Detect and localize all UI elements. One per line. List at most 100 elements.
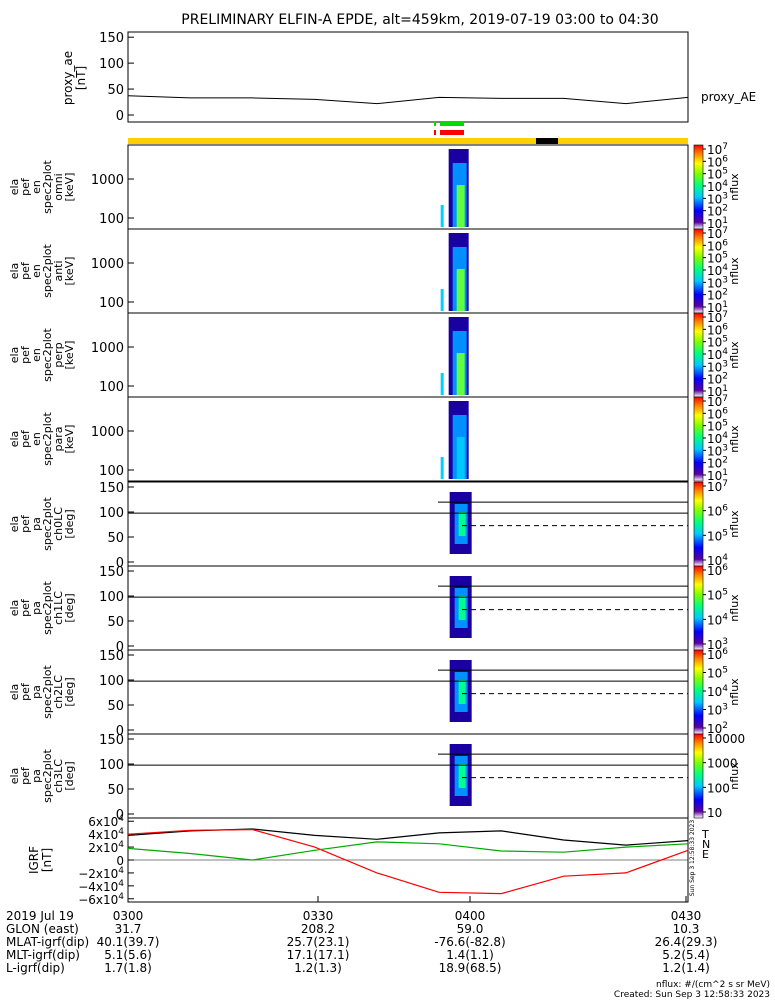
- colorbar-tick-label: 104: [707, 263, 728, 278]
- colorbar-tick-label: 106: [707, 647, 728, 662]
- spectro-tick-label: 100: [99, 212, 124, 227]
- spectro-tick-label: 1000: [91, 257, 124, 272]
- igrf-tick-label: −2x104: [78, 866, 124, 881]
- spectro-tick-label: 150: [99, 481, 124, 496]
- status-bar-black: [536, 138, 558, 144]
- burst-core: [458, 512, 466, 536]
- colorbar-tick-label: 107: [707, 142, 728, 157]
- colorbar-tick-label: 105: [707, 335, 728, 350]
- colorbar-tick-label: 102: [707, 288, 728, 303]
- igrf-legend-T: T: [701, 828, 709, 841]
- colorbar-tick-label: 104: [707, 179, 728, 194]
- colorbar-tick-label: 106: [707, 154, 728, 169]
- spectro-tick-label: 1000: [91, 425, 124, 440]
- spectro-tick-label: 100: [99, 296, 124, 311]
- colorbar-tick-label: 100: [707, 781, 730, 795]
- colorbar-tick-label: 106: [707, 504, 728, 519]
- igrf-line-N: [127, 828, 689, 895]
- footer-row-label: MLT-igrf(dip): [6, 948, 80, 962]
- proxy-ae-tick-label: 150: [99, 31, 124, 46]
- spectro-tick-label: 50: [107, 699, 124, 714]
- footer-value: 26.4(29.3): [655, 935, 718, 949]
- footer-row-label: MLAT-igrf(dip): [6, 935, 89, 949]
- footer-value: 208.2: [301, 922, 335, 936]
- colorbar: [693, 312, 704, 398]
- colorbar-tick-label: 101: [707, 384, 728, 399]
- colorbar-tick-label: 106: [707, 406, 728, 421]
- footer-value: 1.2(1.3): [294, 961, 342, 975]
- spectro-frame: [127, 396, 689, 482]
- proxy-ae-panel: 0 50 100 150 proxy_ae[nT] proxy_AE: [61, 31, 756, 124]
- spectro-ylabel: elapefenspec2plotpara[keV]: [8, 412, 76, 466]
- footer-value: 1.4(1.1): [446, 948, 494, 962]
- status-tick-green: [434, 121, 436, 126]
- colorbar-tick-label: 104: [707, 431, 728, 446]
- igrf-tick-label: −6x104: [78, 892, 124, 907]
- proxy-ae-line: [127, 95, 689, 105]
- igrf-tick-label: −4x104: [78, 879, 124, 894]
- spectro-frame: [127, 565, 689, 651]
- colorbar-tick-label: 107: [707, 394, 728, 409]
- colorbar-tick-label: 104: [707, 347, 728, 362]
- burst-edge: [440, 457, 444, 479]
- colorbar-label: nflux: [728, 425, 741, 453]
- colorbar: [693, 565, 704, 651]
- burst-edge: [440, 373, 444, 395]
- spectro-tick-label: 100: [99, 380, 124, 395]
- spectro-ylabel: elapefpaspec2plotch1LC[deg]: [8, 581, 76, 635]
- colorbar-tick-label: 10: [707, 806, 722, 820]
- igrf-tick-label: 6x104: [88, 814, 124, 829]
- colorbar-label: nflux: [728, 257, 741, 285]
- colorbar-tick-label: 105: [707, 167, 728, 182]
- status-tick-red: [434, 130, 436, 135]
- spectro-ylabel: elapefpaspec2plotch0LC[deg]: [8, 497, 76, 551]
- colorbar: [693, 649, 704, 735]
- colorbar-tick-label: 101: [707, 300, 728, 315]
- spectro-panel-5: 0 50 100 150 elapefpaspec2plotch1LC[deg] 103 1…: [8, 563, 741, 655]
- spectro-tick-label: 100: [99, 674, 124, 689]
- spectro-panel-2: 1001000elapefenspec2plotperp[keV]1011021…: [8, 310, 741, 399]
- spectro-tick-label: 150: [99, 565, 124, 580]
- colorbar-tick-label: 105: [707, 588, 728, 603]
- created-note: Created: Sun Sep 3 12:58:33 2023: [614, 990, 770, 1000]
- footer-value: 17.1(17.1): [287, 948, 350, 962]
- unit-note: nflux: #/(cm^2 s sr MeV): [656, 980, 770, 990]
- colorbar-tick-label: 103: [707, 443, 728, 458]
- burst-core: [458, 680, 466, 704]
- footer-value: 25.7(23.1): [287, 935, 350, 949]
- created-vertical: Sun Sep 3 12:58:33 2023: [689, 820, 696, 897]
- colorbar-tick-label: 101: [707, 216, 728, 231]
- burst-core: [456, 269, 465, 311]
- igrf-tick-label: 0: [116, 854, 124, 868]
- footer-value: 10.3: [673, 922, 700, 936]
- colorbar: [693, 144, 704, 230]
- colorbar-tick-label: 104: [707, 553, 728, 568]
- footer-row-label: 2019 Jul 19: [6, 909, 74, 923]
- burst-core: [456, 185, 465, 227]
- spectro-ylabel: elapefpaspec2plotch3LC[deg]: [8, 749, 76, 803]
- spectro-frame: [127, 733, 689, 819]
- status-bar-gold: [128, 138, 688, 144]
- figure-title: PRELIMINARY ELFIN-A EPDE, alt=459km, 201…: [181, 12, 658, 28]
- spectro-tick-label: 50: [107, 531, 124, 546]
- status-bar-green: [440, 121, 464, 126]
- igrf-tick-label: 2x104: [88, 840, 124, 855]
- colorbar-tick-label: 106: [707, 238, 728, 253]
- spectro-tick-label: 150: [99, 649, 124, 664]
- spectro-panel-4: 0 50 100 150 elapefpaspec2plotch0LC[deg] 104 1…: [8, 479, 741, 571]
- colorbar-tick-label: 10000: [707, 732, 745, 746]
- colorbar-tick-label: 107: [707, 479, 728, 494]
- colorbar-tick-label: 105: [707, 528, 728, 543]
- colorbar-tick-label: 103: [707, 275, 728, 290]
- colorbar: [693, 481, 704, 567]
- footer-value: -76.6(-82.8): [434, 935, 505, 949]
- spectro-panel-6: 0 50 100 150 elapefpaspec2plotch2LC[deg] 102 1…: [8, 647, 741, 739]
- spectro-tick-label: 1000: [91, 173, 124, 188]
- spectro-tick-label: 100: [99, 506, 124, 521]
- proxy-ae-tick-label: 0: [116, 109, 124, 124]
- spectro-tick-label: 100: [99, 464, 124, 479]
- footer-value: 0430: [671, 909, 702, 923]
- colorbar-tick-label: 104: [707, 684, 728, 699]
